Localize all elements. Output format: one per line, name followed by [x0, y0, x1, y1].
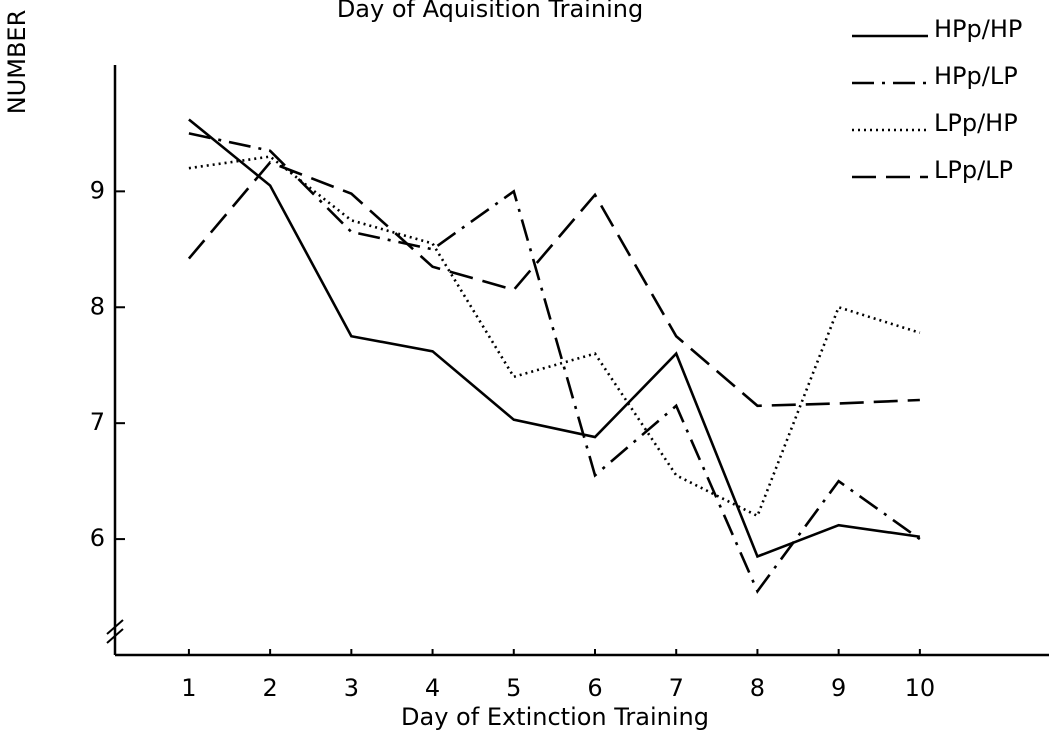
series-line [187, 160, 920, 408]
chart-title: Day of Aquisition Training [337, 0, 643, 23]
x-tick-label: 7 [669, 674, 684, 702]
x-tick-label: 4 [425, 674, 440, 702]
x-tick-label: 5 [506, 674, 521, 702]
y-tick-label: 7 [90, 408, 105, 436]
series-line [188, 155, 921, 518]
x-tick-label: 10 [905, 674, 936, 702]
series-line [188, 118, 921, 559]
legend-label: LPp/HP [934, 109, 1018, 137]
legend-label: HPp/LP [934, 62, 1018, 90]
x-axis-label: Day of Extinction Training [401, 703, 709, 731]
y-axis-label: NUMBER [3, 10, 31, 115]
x-tick-label: 2 [262, 674, 277, 702]
x-tick-label: 8 [750, 674, 765, 702]
x-tick-label: 3 [344, 674, 359, 702]
legend-label: LPp/LP [934, 156, 1013, 184]
x-tick-label: 6 [587, 674, 602, 702]
series-line [188, 132, 921, 594]
y-tick-label: 8 [90, 292, 105, 320]
y-tick-label: 6 [90, 524, 105, 552]
y-tick-label: 9 [90, 176, 105, 204]
x-tick-label: 1 [181, 674, 196, 702]
x-tick-label: 9 [831, 674, 846, 702]
legend-label: HPp/HP [934, 15, 1022, 43]
